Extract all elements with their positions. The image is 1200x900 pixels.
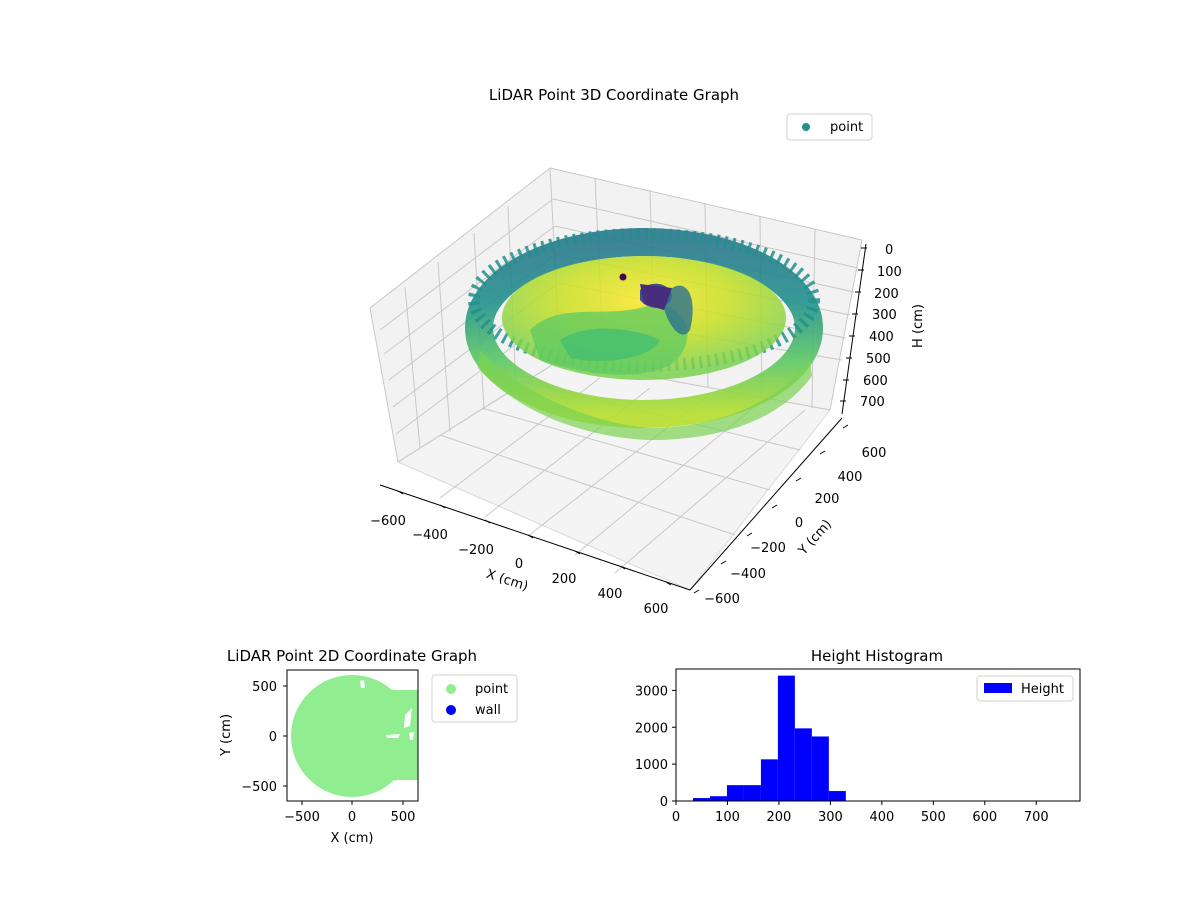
z-tick-label: 200 — [874, 287, 899, 302]
y-tick-label: 200 — [815, 492, 840, 507]
y-tick-label: −600 — [704, 592, 740, 607]
z-tick-label: 0 — [885, 243, 893, 258]
x-axis-label-2d: X (cm) — [331, 831, 374, 846]
legend-point-label: point — [830, 120, 863, 135]
histogram-bar — [811, 736, 829, 801]
x-tick-label: −600 — [370, 514, 406, 529]
y-tick-label-hist: 2000 — [635, 721, 668, 736]
outlier-point — [619, 273, 627, 281]
x-tick-label-2d: 0 — [348, 810, 356, 825]
y-tick-label-hist: 3000 — [635, 684, 668, 699]
y-tick-label-2d: 0 — [269, 730, 277, 745]
legend-histogram: Height — [976, 675, 1074, 702]
ring-bottom-points — [478, 350, 812, 440]
legend-2d: point wall — [431, 674, 518, 723]
histogram-title: Height Histogram — [811, 647, 943, 665]
x-tick-label: 0 — [515, 557, 523, 572]
y-tick-label: 600 — [862, 446, 887, 461]
y-tick-label-hist: 1000 — [635, 758, 668, 773]
x-tick-label-hist: 600 — [972, 810, 997, 825]
plot-2d-title: LiDAR Point 2D Coordinate Graph — [227, 647, 477, 665]
histogram-bar — [828, 791, 846, 801]
y-tick-label: −400 — [730, 567, 766, 582]
legend-point-label: point — [475, 682, 508, 697]
x-tick-label-hist: 0 — [672, 810, 680, 825]
ticks-2d: −500 0 500 500 0 −500 X (cm) Y (cm) — [219, 680, 415, 846]
x-tick-label: 400 — [598, 587, 623, 602]
y-tick-label: 0 — [795, 516, 803, 531]
x-tick-label-hist: 700 — [1024, 810, 1049, 825]
floor-scatter — [291, 675, 413, 797]
histogram-x-ticks: 0 100 200 300 400 500 600 700 — [672, 801, 1049, 825]
legend-height-swatch — [984, 683, 1012, 693]
x-tick-label-2d: −500 — [284, 810, 320, 825]
x-tick-label: 600 — [644, 602, 669, 617]
gap — [360, 680, 365, 688]
z-tick-label: 100 — [877, 265, 902, 280]
plot-2d: LiDAR Point 2D Coordinate Graph −500 0 5… — [219, 647, 518, 846]
gap — [404, 708, 412, 728]
z-tick-label: 700 — [860, 395, 885, 410]
object-points — [662, 285, 693, 335]
x-tick-label-hist: 100 — [715, 810, 740, 825]
x-tick-label: −400 — [412, 528, 448, 543]
dark-points — [640, 284, 672, 310]
histogram: Height Histogram 0 100 200 300 400 500 600 700 … — [635, 647, 1081, 825]
legend-wall-label: wall — [475, 703, 501, 718]
y-tick-label-2d: −500 — [241, 780, 277, 795]
axes-3d — [379, 243, 867, 591]
gap — [386, 734, 400, 738]
z-tick-label: 400 — [869, 330, 894, 345]
y-tick-label-hist: 0 — [660, 795, 668, 810]
histogram-bar — [743, 785, 761, 801]
x-tick-label-2d: 500 — [391, 810, 416, 825]
histogram-bar — [709, 796, 727, 801]
histogram-bar — [760, 759, 778, 801]
histogram-frame — [675, 668, 1081, 802]
x-tick-label-hist: 400 — [869, 810, 894, 825]
x-tick-label-hist: 200 — [767, 810, 792, 825]
z-axis-label-3d: H (cm) — [911, 304, 926, 348]
y-axis-label-2d: Y (cm) — [219, 714, 234, 757]
y-tick-label: 400 — [838, 470, 863, 485]
legend-point-marker — [802, 123, 810, 131]
z-tick-label: 500 — [866, 352, 891, 367]
histogram-bars — [676, 675, 846, 801]
x-tick-label-hist: 300 — [818, 810, 843, 825]
y-tick-label-2d: 500 — [252, 680, 277, 695]
z-tick-label: 600 — [863, 374, 888, 389]
legend-height-label: Height — [1021, 682, 1064, 697]
floor-points-dense — [560, 328, 660, 361]
plot-3d: LiDAR Point 3D Coordinate Graph — [369, 86, 926, 617]
point-cloud — [465, 228, 823, 440]
histogram-bar — [726, 785, 744, 801]
x-tick-label: −200 — [458, 543, 494, 558]
x-tick-label: 200 — [552, 572, 577, 587]
plot-3d-title: LiDAR Point 3D Coordinate Graph — [489, 86, 739, 104]
z-tick-label: 300 — [872, 308, 897, 323]
z-ticks-3d: 0 100 200 300 400 500 600 700 H (cm) — [840, 243, 926, 410]
gap — [409, 732, 414, 740]
legend-3d: point — [786, 113, 873, 141]
histogram-bar — [692, 798, 710, 801]
y-tick-label: −200 — [750, 541, 786, 556]
legend-point-marker — [446, 684, 456, 694]
ring-points — [465, 228, 823, 428]
x-tick-label-hist: 500 — [921, 810, 946, 825]
histogram-y-ticks: 0 1000 2000 3000 — [635, 684, 676, 810]
legend-wall-marker — [446, 705, 456, 715]
histogram-bar — [777, 675, 795, 801]
histogram-bar — [794, 728, 812, 801]
